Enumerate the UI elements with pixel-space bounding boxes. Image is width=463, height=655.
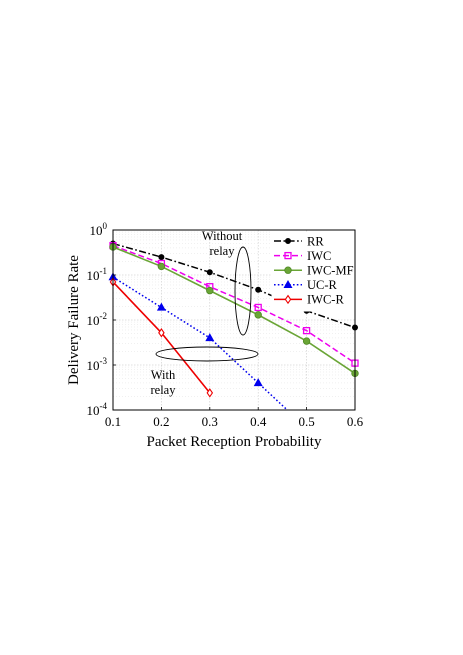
data-point-iwc — [302, 326, 311, 335]
x-tick-label: 0.4 — [250, 414, 267, 429]
data-point-iwc-r — [158, 328, 165, 338]
legend-label-rr: RR — [307, 234, 324, 248]
x-tick-label: 0.2 — [153, 414, 169, 429]
data-point-iwc — [254, 303, 262, 312]
ticks: 0.1 0.2 0.3 0.4 0.5 0.6 10-4 10-3 10-2 10-1 100 — [87, 221, 364, 429]
series-line-iwc-mf — [112, 246, 356, 375]
annotation-with-relay-line2: relay — [151, 383, 177, 397]
legend-marker-iwc-mf — [284, 266, 292, 274]
legend-marker-iwc — [284, 251, 292, 260]
x-tick-label: 0.6 — [347, 414, 364, 429]
y-tick-label: 10-4 — [87, 401, 108, 418]
x-tick-label: 0.5 — [298, 414, 314, 429]
data-point-rr — [158, 254, 165, 261]
legend-label-iwc-r: IWC-R — [307, 293, 344, 307]
annotation-ellipse-without-relay — [234, 246, 252, 336]
annotation-ellipse-with-relay — [155, 346, 259, 362]
series-line-iwc — [112, 244, 356, 364]
y-axis-label: Delivery Failure Rate — [66, 255, 82, 385]
legend-label-iwc-mf: IWC-MF — [307, 264, 354, 278]
legend-marker-rr — [284, 237, 291, 244]
annotation-without-relay-line2: relay — [210, 244, 236, 258]
y-tick-label: 10-2 — [87, 311, 108, 328]
series-line-rr — [112, 242, 356, 329]
legend-marker-uc-r — [283, 279, 293, 288]
x-tick-label: 0.3 — [202, 414, 218, 429]
y-tick-label: 10-1 — [87, 266, 108, 283]
series-uc-r — [108, 272, 288, 411]
data-point-iwc-r — [206, 388, 214, 398]
data-point-iwc-mf — [254, 311, 262, 319]
legend-marker-iwc-r — [284, 294, 292, 305]
data-point-iwc-mf — [302, 337, 311, 345]
x-axis-label: Packet Reception Probability — [147, 434, 322, 450]
data-point-rr — [255, 286, 262, 293]
annotation-with-relay-line1: With — [151, 368, 176, 382]
data-point-iwc-mf — [157, 262, 166, 271]
legend-label-uc-r: UC-R — [307, 278, 338, 292]
data-point-rr — [206, 269, 213, 276]
data-point-uc-r — [205, 333, 215, 342]
legend-label-iwc: IWC — [307, 249, 331, 263]
x-tick-label: 0.1 — [105, 414, 121, 429]
y-tick-label: 100 — [90, 221, 108, 238]
data-point-uc-r — [253, 378, 263, 387]
annotation-without-relay-line1: Without — [202, 229, 243, 243]
series-iwc-r — [109, 277, 214, 398]
data-point-iwc-mf — [206, 286, 214, 295]
y-tick-label: 10-3 — [87, 356, 108, 373]
data-point-uc-r — [156, 302, 166, 311]
